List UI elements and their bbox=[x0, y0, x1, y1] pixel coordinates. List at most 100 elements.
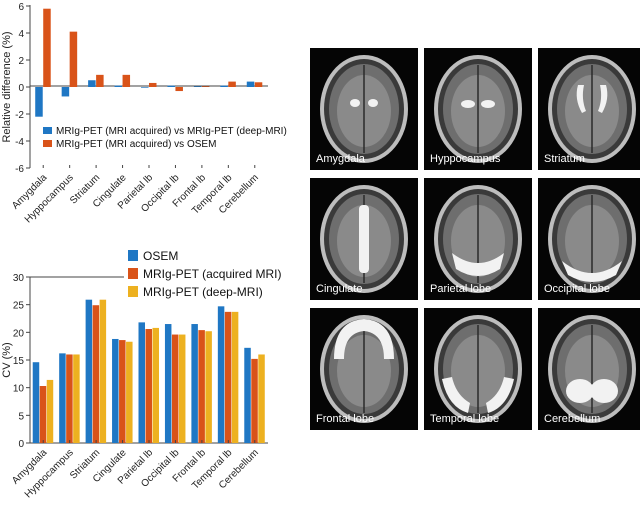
chart1-legend-label-2: MRIg-PET (MRI acquired) vs OSEM bbox=[56, 139, 216, 150]
chart2-y-tick-label: 15 bbox=[13, 356, 25, 367]
chart2-bar-cingulate-s2 bbox=[119, 340, 126, 443]
chart2-bar-frontal-lb-s3 bbox=[205, 331, 212, 443]
brain-panel-label: Hyppocampus bbox=[430, 153, 501, 165]
chart2-legend-label-3: MRIg-PET (deep-MRI) bbox=[143, 285, 263, 299]
chart2-bar-amygdala-s3 bbox=[46, 379, 54, 443]
chart2-bar-hyppocampus-s3 bbox=[73, 354, 80, 443]
chart2-bar-frontal-lb-s1 bbox=[191, 324, 198, 443]
highlight-region bbox=[452, 253, 504, 276]
brain-panel-parietal-lobe: Parietal lobe bbox=[424, 178, 532, 300]
chart2-bar-cerebellum-s1 bbox=[244, 347, 251, 443]
chart2-y-tick-label: 5 bbox=[18, 411, 24, 422]
chart2-legend-swatch-1 bbox=[128, 250, 138, 261]
chart2-bar-frontal-lb-s2 bbox=[198, 330, 205, 443]
chart1-y-tick-label: -6 bbox=[15, 164, 24, 175]
chart1-bar-occipital-lb-s1 bbox=[167, 85, 175, 87]
chart1-bar-amygdala-s1 bbox=[35, 87, 43, 117]
chart1-bar-cerebellum-s2 bbox=[254, 82, 263, 87]
chart2-bar-cerebellum-s2 bbox=[251, 358, 258, 443]
brain-panel-label: Parietal lobe bbox=[430, 283, 491, 295]
chart1-bar-cerebellum-s1 bbox=[246, 81, 255, 87]
brain-panel-amygdala: Amygdala bbox=[310, 48, 418, 170]
brain-panel-label: Temporal lobe bbox=[430, 413, 499, 425]
chart2-legend-bg bbox=[124, 243, 312, 301]
chart2-y-tick-label: 30 bbox=[13, 273, 25, 284]
highlight-region bbox=[368, 99, 378, 107]
chart2-y-tick-label: 25 bbox=[13, 301, 25, 312]
highlight-region bbox=[334, 319, 394, 359]
chart2-legend-label-1: OSEM bbox=[143, 249, 178, 263]
chart2-y-tick-label: 0 bbox=[18, 439, 24, 450]
chart1-bar-cingulate-s1 bbox=[114, 85, 123, 87]
chart1-legend-label-1: MRIg-PET (MRI acquired) vs MRIg-PET (dee… bbox=[56, 126, 287, 137]
chart1-bar-parietal-lb-s2 bbox=[149, 82, 157, 87]
chart2-bar-parietal-lb-s2 bbox=[145, 329, 152, 443]
brain-panel-hyppocampus: Hyppocampus bbox=[424, 48, 532, 170]
highlight-region bbox=[590, 379, 618, 403]
chart1-bar-cingulate-s2 bbox=[122, 74, 131, 87]
chart1-y-tick-label: -4 bbox=[15, 137, 24, 148]
chart2-bar-temporal-lb-s2 bbox=[224, 311, 232, 443]
chart2-bar-striatum-s2 bbox=[92, 305, 100, 443]
highlight-region bbox=[481, 100, 495, 108]
chart1-bar-frontal-lb-s1 bbox=[193, 86, 202, 87]
chart2-legend-swatch-3 bbox=[128, 286, 138, 297]
chart1-legend-swatch-2 bbox=[43, 140, 52, 147]
chart1-bar-occipital-lb-s2 bbox=[175, 87, 183, 92]
chart1-legend: MRIg-PET (MRI acquired) vs MRIg-PET (dee… bbox=[43, 126, 287, 150]
highlight-region bbox=[576, 85, 586, 113]
brain-panel-striatum: Striatum bbox=[538, 48, 640, 170]
chart2-bar-striatum-s3 bbox=[99, 299, 107, 443]
highlight-region bbox=[562, 261, 622, 282]
chart2-y-tick-label: 10 bbox=[13, 384, 25, 395]
chart1-bar-hyppocampus-s2 bbox=[69, 31, 78, 87]
highlight-region bbox=[461, 100, 475, 108]
chart1-bar-striatum-s1 bbox=[88, 80, 96, 87]
chart1-bar-amygdala-s2 bbox=[43, 8, 51, 88]
chart2-bar-temporal-lb-s1 bbox=[217, 306, 225, 443]
chart1-y-tick-label: 6 bbox=[18, 2, 24, 13]
brain-panel-frontal-lobe: Frontal lobe bbox=[310, 308, 418, 430]
brain-panel-label: Striatum bbox=[544, 153, 585, 165]
brain-panel-label: Cingulate bbox=[316, 283, 362, 295]
brain-panel-grid: Amygdala Hyppocampus Striatum Cingulate Pari… bbox=[310, 48, 640, 430]
chart1-y-tick-label: -2 bbox=[15, 110, 24, 121]
chart2-y-axis-label: CV (%) bbox=[1, 342, 13, 377]
brain-panel-label: Frontal lobe bbox=[316, 413, 374, 425]
chart2-y-tick-label: 20 bbox=[13, 328, 25, 339]
chart1-y-tick-label: 4 bbox=[18, 29, 24, 40]
highlight-region bbox=[598, 85, 608, 113]
brain-panel-label: Cerebellum bbox=[544, 413, 600, 425]
brain-panel-cingulate: Cingulate bbox=[310, 178, 418, 300]
chart2-bar-striatum-s1 bbox=[85, 299, 93, 443]
chart1-legend-swatch-1 bbox=[43, 127, 52, 134]
highlight-region bbox=[359, 205, 369, 273]
brain-panel-temporal-lobe: Temporal lobe bbox=[424, 308, 532, 430]
highlight-region bbox=[486, 377, 514, 413]
chart2-bar-cerebellum-s3 bbox=[258, 354, 265, 443]
chart2-legend-label-2: MRIg-PET (acquired MRI) bbox=[143, 267, 281, 281]
highlight-region bbox=[566, 379, 594, 403]
chart1-y-tick-label: 2 bbox=[18, 56, 24, 67]
chart2-bar-cingulate-s3 bbox=[126, 341, 133, 443]
chart1-y-tick-label: 0 bbox=[18, 83, 24, 94]
chart2-bar-occipital-lb-s3 bbox=[178, 334, 186, 443]
chart2-bar-amygdala-s1 bbox=[32, 362, 40, 443]
chart2-bar-parietal-lb-s1 bbox=[138, 322, 145, 443]
chart2-bar-hyppocampus-s2 bbox=[66, 354, 73, 443]
chart2-bar-hyppocampus-s1 bbox=[59, 353, 66, 443]
chart2-bar-occipital-lb-s1 bbox=[164, 324, 172, 443]
chart2-legend-swatch-2 bbox=[128, 268, 138, 279]
brain-panel-label: Occipital lobe bbox=[544, 283, 610, 295]
chart2-bar-parietal-lb-s3 bbox=[152, 327, 159, 443]
chart1-bar-temporal-lb-s1 bbox=[220, 85, 228, 87]
chart2-legend: OSEM MRIg-PET (acquired MRI) MRIg-PET (d… bbox=[124, 243, 312, 301]
brain-panel-occipital-lobe: Occipital lobe bbox=[538, 178, 640, 300]
chart1-bar-hyppocampus-s1 bbox=[61, 87, 70, 97]
chart1-bar-temporal-lb-s2 bbox=[228, 81, 236, 87]
chart1-bar-parietal-lb-s1 bbox=[141, 87, 149, 88]
highlight-region bbox=[350, 99, 360, 107]
highlight-region bbox=[442, 377, 470, 413]
